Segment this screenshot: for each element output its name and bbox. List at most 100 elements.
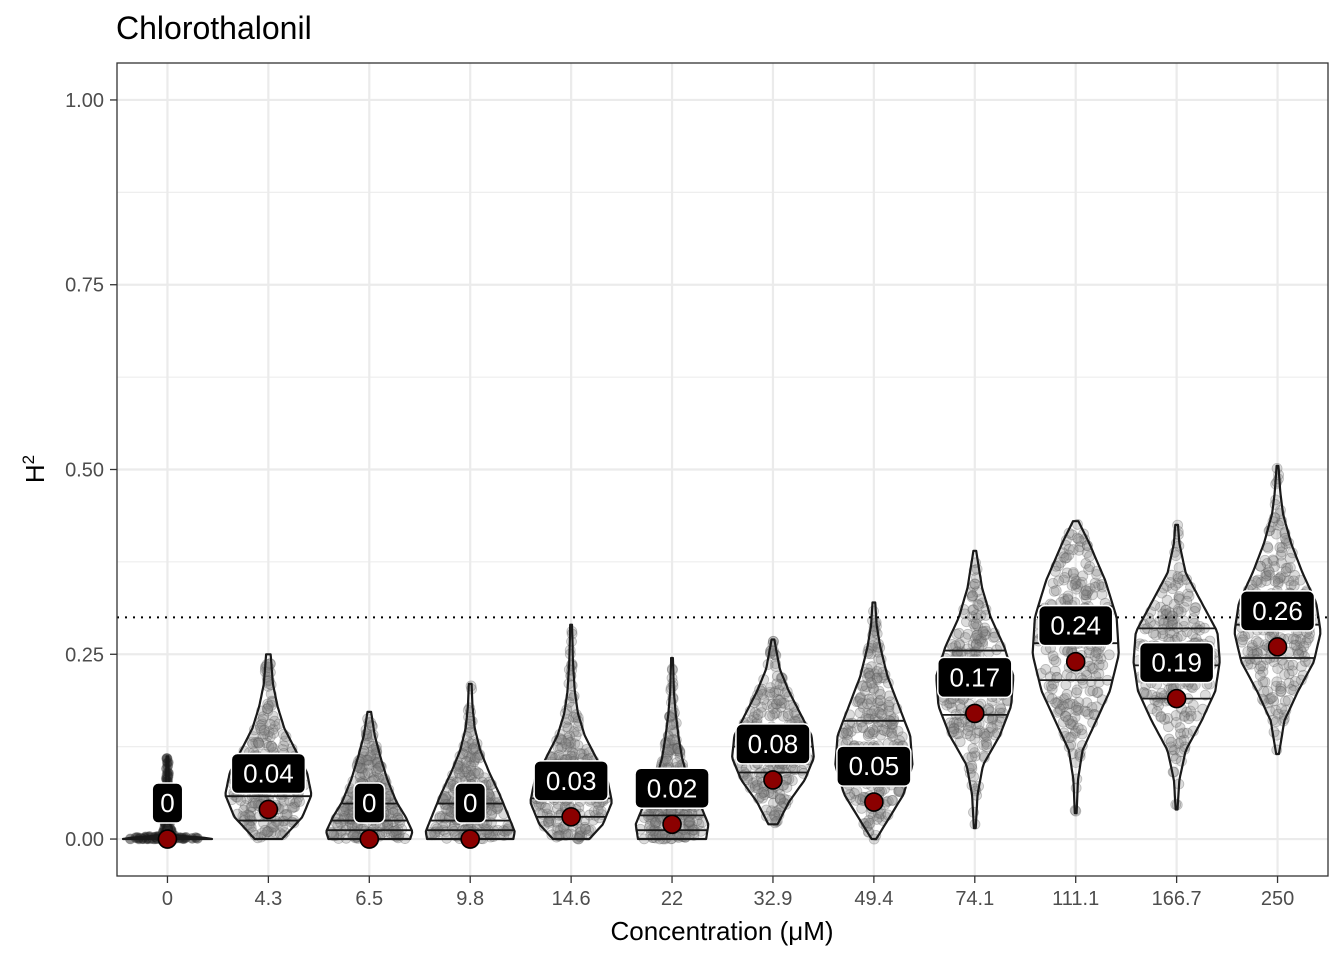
jitter-point xyxy=(246,736,258,748)
jitter-point xyxy=(1285,684,1297,695)
jitter-point xyxy=(579,821,591,833)
jitter-point xyxy=(1171,632,1183,644)
jitter-point xyxy=(1047,577,1059,589)
jitter-point xyxy=(885,727,897,738)
jitter-point xyxy=(771,678,783,690)
mean-label-0: 0 xyxy=(160,788,174,818)
jitter-point xyxy=(1162,721,1174,733)
jitter-point xyxy=(753,768,765,779)
jitter-point xyxy=(1185,710,1197,722)
jitter-point xyxy=(972,629,984,640)
jitter-point xyxy=(991,719,1003,731)
jitter-point xyxy=(652,826,664,838)
jitter-point xyxy=(854,694,866,705)
jitter-point xyxy=(1250,575,1262,587)
jitter-point xyxy=(551,824,563,836)
jitter-point xyxy=(250,736,262,748)
jitter-point xyxy=(268,821,280,833)
jitter-point xyxy=(1279,669,1290,680)
jitter-point xyxy=(1074,578,1086,590)
jitter-point xyxy=(975,633,987,645)
jitter-point xyxy=(1254,670,1266,681)
jitter-point xyxy=(468,744,479,756)
jitter-point xyxy=(857,721,869,733)
jitter-point xyxy=(647,832,658,844)
jitter-point xyxy=(985,721,997,733)
jitter-point xyxy=(782,708,794,719)
jitter-point xyxy=(1178,727,1190,739)
jitter-point xyxy=(943,697,955,709)
jitter-point xyxy=(873,811,885,823)
jitter-point xyxy=(1270,494,1282,506)
jitter-point xyxy=(853,696,864,707)
jitter-point xyxy=(1071,704,1082,716)
mean-label-22: 0.02 xyxy=(647,773,698,803)
jitter-point xyxy=(973,599,985,611)
jitter-point xyxy=(269,720,281,732)
jitter-point xyxy=(765,682,776,694)
jitter-point xyxy=(1048,585,1060,597)
jitter-point xyxy=(871,672,883,684)
jitter-point xyxy=(1059,552,1071,564)
jitter-point xyxy=(1084,660,1095,672)
jitter-point xyxy=(1047,650,1059,662)
jitter-point xyxy=(1073,533,1084,545)
jitter-point xyxy=(565,741,577,753)
mean-label-74.1: 0.17 xyxy=(949,662,1000,692)
jitter-point xyxy=(1158,617,1170,629)
jitter-point xyxy=(650,817,661,829)
jitter-point xyxy=(863,815,875,826)
jitter-point xyxy=(875,708,886,720)
x-tick-label: 111.1 xyxy=(1052,888,1099,910)
jitter-point xyxy=(773,684,785,696)
jitter-point xyxy=(563,737,575,749)
jitter-point xyxy=(359,769,371,781)
jitter-point xyxy=(948,717,960,728)
jitter-point xyxy=(469,754,480,766)
jitter-point xyxy=(842,725,854,737)
jitter-point xyxy=(962,628,974,640)
jitter-point xyxy=(565,736,577,748)
jitter-point xyxy=(1263,566,1275,578)
jitter-point xyxy=(349,826,361,837)
jitter-point xyxy=(865,677,877,689)
jitter-point xyxy=(567,747,579,758)
jitter-point xyxy=(861,698,873,710)
jitter-point xyxy=(1092,686,1104,698)
jitter-point xyxy=(966,591,978,603)
jitter-point xyxy=(739,768,751,780)
jitter-point xyxy=(462,766,473,778)
jitter-point xyxy=(662,755,673,767)
jitter-point xyxy=(896,731,908,743)
jitter-point xyxy=(873,706,885,718)
jitter-point xyxy=(865,697,877,708)
jitter-point xyxy=(1097,659,1109,671)
jitter-point xyxy=(260,737,272,749)
jitter-point xyxy=(752,709,764,720)
jitter-point xyxy=(693,818,705,830)
jitter-point xyxy=(875,729,887,741)
jitter-point xyxy=(749,782,761,793)
jitter-point xyxy=(864,726,876,738)
jitter-point xyxy=(1165,736,1177,748)
jitter-point xyxy=(951,716,963,728)
jitter-point xyxy=(469,767,480,779)
jitter-point xyxy=(967,743,979,754)
jitter-point xyxy=(1270,716,1282,728)
jitter-point xyxy=(786,775,798,786)
jitter-point xyxy=(867,682,879,694)
jitter-point xyxy=(1057,716,1069,728)
jitter-point xyxy=(767,703,779,714)
jitter-point xyxy=(648,825,659,837)
jitter-point xyxy=(254,720,266,731)
jitter-point xyxy=(1058,694,1070,705)
jitter-point xyxy=(980,736,992,748)
jitter-point xyxy=(769,809,780,821)
jitter-point xyxy=(977,638,989,650)
jitter-point xyxy=(584,809,595,821)
jitter-point xyxy=(963,721,974,733)
mean-label-166.7: 0.19 xyxy=(1151,648,1202,678)
jitter-point xyxy=(1251,654,1263,666)
jitter-point xyxy=(1074,541,1086,553)
jitter-point xyxy=(1265,693,1277,704)
